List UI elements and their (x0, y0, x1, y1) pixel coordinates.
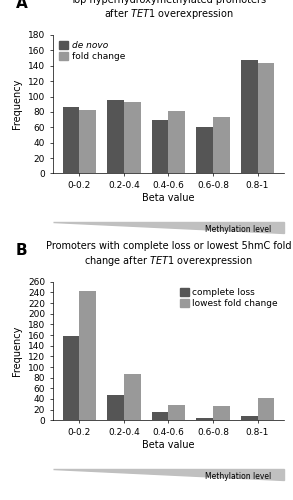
Text: B: B (16, 243, 27, 258)
Text: Methylation level: Methylation level (205, 226, 271, 234)
Bar (151, 120, 168, 174)
Legend: de novo, fold change: de novo, fold change (57, 40, 127, 63)
Bar (79, 110, 96, 174)
Bar (107, 394, 124, 420)
Bar (258, 398, 275, 420)
Text: change after $\mathit{TET1}$ overexpression: change after $\mathit{TET1}$ overexpress… (84, 254, 253, 268)
Bar (241, 60, 258, 174)
Bar (213, 118, 230, 174)
Y-axis label: Frequency: Frequency (12, 79, 22, 130)
Polygon shape (53, 222, 284, 233)
Bar (107, 100, 124, 174)
Bar (168, 406, 185, 420)
Y-axis label: Frequency: Frequency (12, 326, 22, 376)
X-axis label: Beta value: Beta value (142, 193, 195, 203)
Bar (124, 102, 141, 174)
Bar (196, 418, 213, 420)
Bar (213, 406, 230, 420)
Text: after $\mathit{TET1}$ overexpression: after $\mathit{TET1}$ overexpression (104, 7, 233, 21)
Bar (79, 292, 96, 420)
Bar (196, 126, 213, 174)
Bar (258, 64, 275, 174)
Polygon shape (53, 469, 284, 480)
Bar (124, 374, 141, 420)
Text: Promoters with complete loss or lowest 5hmC fold: Promoters with complete loss or lowest 5… (46, 242, 291, 252)
Bar (168, 111, 185, 174)
Bar (151, 412, 168, 420)
X-axis label: Beta value: Beta value (142, 440, 195, 450)
Text: A: A (16, 0, 28, 11)
Bar (62, 106, 79, 174)
Bar (241, 416, 258, 420)
Text: Top hyperhydroxymethylated promoters: Top hyperhydroxymethylated promoters (70, 0, 267, 4)
Bar (62, 336, 79, 420)
Text: Methylation level: Methylation level (205, 472, 271, 481)
Legend: complete loss, lowest fold change: complete loss, lowest fold change (178, 286, 280, 310)
